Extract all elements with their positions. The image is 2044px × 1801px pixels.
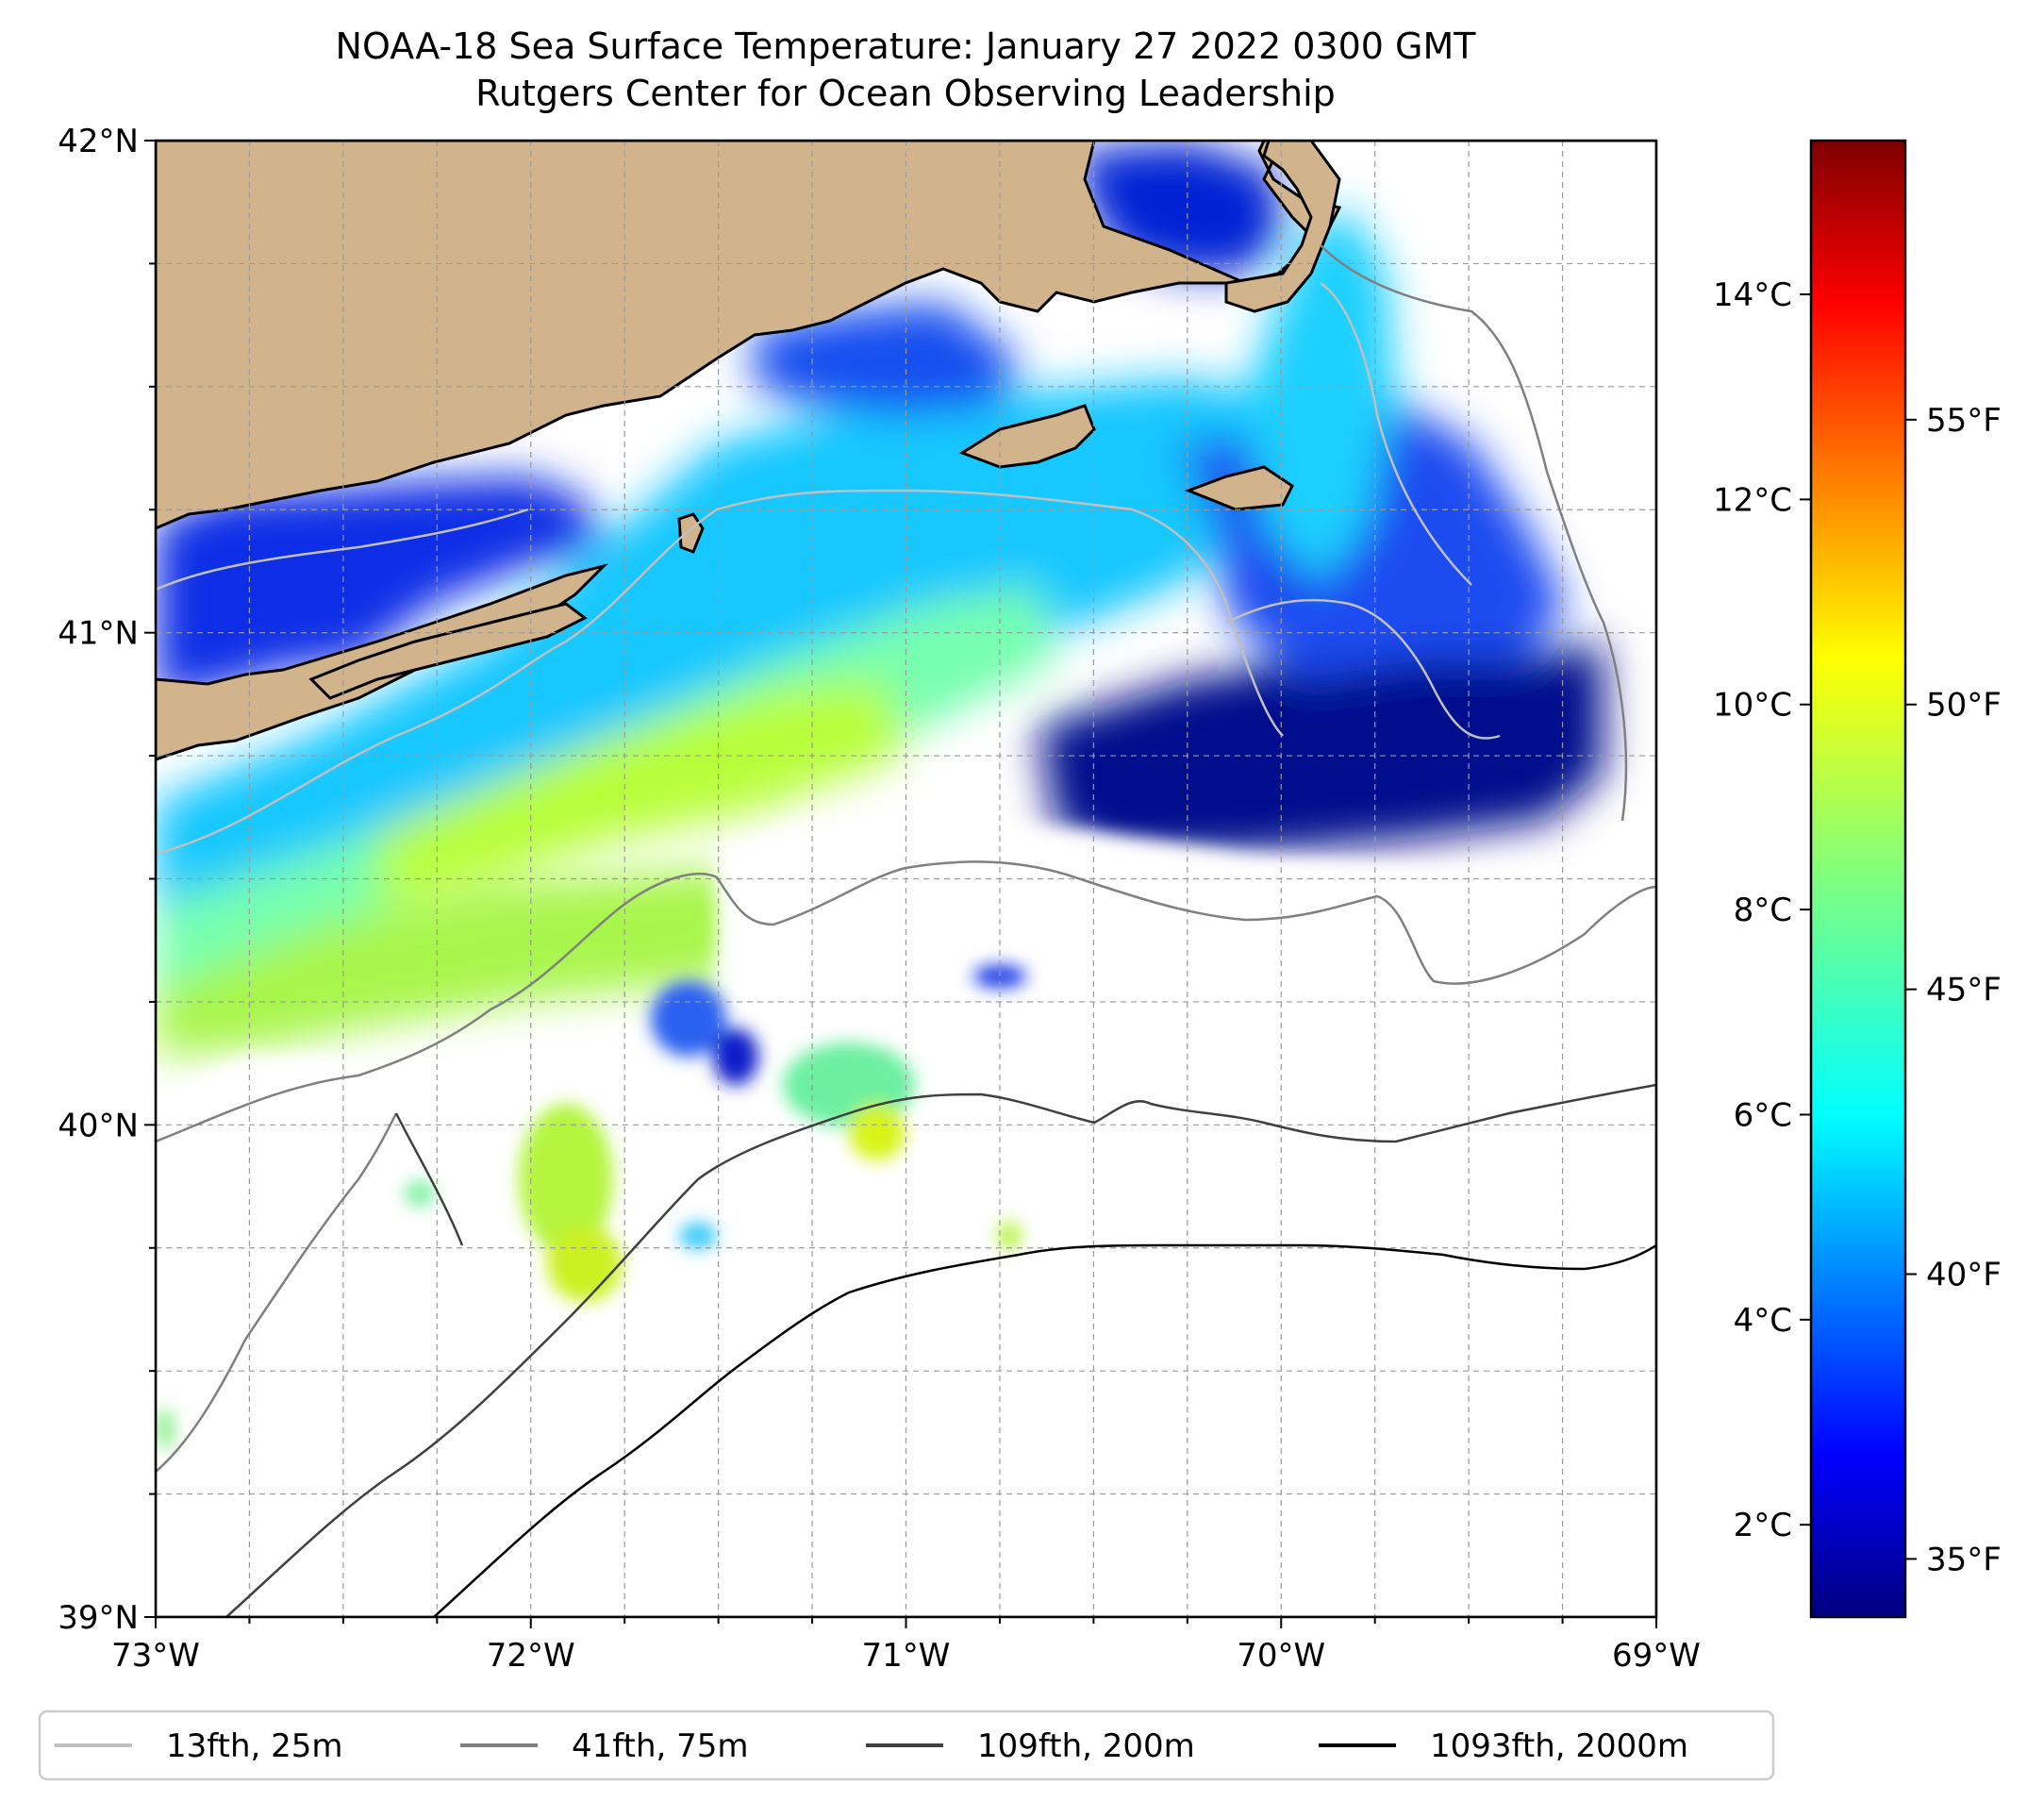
legend-label: 13fth, 25m	[166, 1727, 343, 1765]
x-tick-label: 70°W	[1237, 1637, 1325, 1675]
map-panel	[156, 141, 1656, 1617]
isobath-2000m	[433, 1243, 1656, 1617]
isobath-25m-line	[1320, 281, 1472, 586]
isobath-25m	[156, 281, 1501, 856]
sst-patch	[405, 1180, 435, 1207]
legend-label: 1093fth, 2000m	[1430, 1727, 1688, 1765]
y-tick-label: 42°N	[58, 123, 139, 160]
colorbar-fahrenheit-label: 50°F	[1926, 687, 2002, 725]
sst-patch	[651, 981, 726, 1057]
colorbar-celsius-label: 12°C	[1713, 481, 1792, 519]
isobath-75m-line	[156, 860, 1656, 1143]
legend-label: 41fth, 75m	[572, 1727, 749, 1765]
x-tick-label: 73°W	[111, 1637, 200, 1675]
legend-items: 13fth, 25m 41fth, 75m 109fth, 200m 1093fth,…	[55, 1727, 1688, 1765]
x-tick-label: 72°W	[487, 1637, 575, 1675]
colorbar-fahrenheit-label: 40°F	[1926, 1257, 2002, 1294]
sst-patch	[998, 1221, 1021, 1251]
map-gridlines	[156, 141, 1656, 1617]
sst-patch	[156, 1409, 174, 1450]
isobath-25m-line	[1225, 598, 1501, 740]
y-tick-label: 41°N	[58, 615, 139, 653]
sst-blob-warm-core	[377, 679, 906, 906]
missing-data-pocket	[717, 906, 821, 1019]
isobath-2000m-line	[433, 1243, 1656, 1617]
land-marthas-vineyard	[958, 404, 1096, 469]
isobath-200m-line	[225, 1083, 1656, 1617]
x-tick-label: 71°W	[862, 1637, 951, 1675]
isobath-200m	[225, 1083, 1656, 1617]
y-axis: 42°N 41°N 40°N 39°N	[58, 123, 156, 1637]
map-title-line2: Rutgers Center for Ocean Observing Leade…	[475, 73, 1336, 114]
colorbar-celsius-label: 2°C	[1734, 1507, 1792, 1544]
isobath-25m-line	[156, 508, 529, 592]
sst-blob-shelf-cyan	[156, 377, 1302, 943]
colorbar-celsius-label: 6°C	[1734, 1096, 1792, 1134]
x-tick-label: 69°W	[1612, 1637, 1701, 1675]
x-axis: 73°W 72°W 71°W 70°W 69°W	[111, 1617, 1701, 1675]
sst-patch	[849, 1104, 906, 1160]
colorbar-celsius-label: 10°C	[1713, 687, 1792, 725]
y-tick-label: 40°N	[58, 1107, 139, 1144]
sst-patch	[679, 1223, 717, 1249]
colorbar-fahrenheit-axis: 35°F 40°F 45°F 50°F 55°F	[1905, 402, 2002, 1578]
colorbar-celsius-label: 4°C	[1734, 1302, 1792, 1340]
map-title-line1: NOAA-18 Sea Surface Temperature: January…	[336, 25, 1477, 67]
colorbar: 2°C 4°C 6°C 8°C 10°C 12°C 14°C 35°F 40°F 45°F 50°…	[1713, 139, 2002, 1619]
sst-patch	[713, 1028, 758, 1085]
colorbar-celsius-label: 14°C	[1713, 276, 1792, 314]
sst-field	[156, 142, 1604, 1057]
colorbar-fahrenheit-label: 35°F	[1926, 1541, 2002, 1578]
colorbar-celsius-axis: 2°C 4°C 6°C 8°C 10°C 12°C 14°C	[1713, 276, 1811, 1544]
colorbar-fahrenheit-label: 45°F	[1926, 972, 2002, 1009]
colorbar-gradient	[1809, 139, 1907, 1619]
colorbar-fahrenheit-label: 55°F	[1926, 402, 2002, 440]
sst-blob-li-sound	[156, 476, 604, 698]
isobath-75m-line	[1320, 244, 1628, 822]
colorbar-celsius-label: 8°C	[1734, 892, 1792, 929]
sst-patches	[156, 965, 1026, 1450]
sst-blob-southwest	[156, 868, 773, 1057]
isobath-75m-line	[156, 1112, 398, 1473]
isobath-25m-line	[156, 489, 1284, 856]
isobath-75m	[156, 244, 1656, 1473]
land-cape-cod	[1224, 141, 1341, 313]
y-tick-label: 39°N	[58, 1599, 139, 1637]
land-north-fork	[308, 602, 588, 700]
isobath-200m-line	[394, 1112, 464, 1246]
sst-patch	[519, 1104, 613, 1255]
isobath-legend: 13fth, 25m 41fth, 75m 109fth, 200m 1093fth,…	[38, 1709, 1775, 1781]
sst-patch	[547, 1226, 623, 1302]
sst-blob-east-cold	[1038, 642, 1604, 859]
legend-label: 109fth, 200m	[977, 1727, 1195, 1765]
